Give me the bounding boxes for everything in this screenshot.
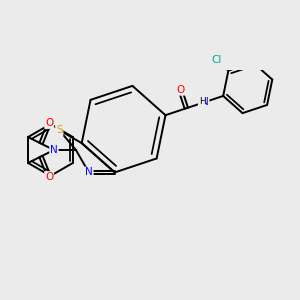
Text: O: O	[45, 118, 53, 128]
Text: S: S	[56, 125, 63, 135]
Text: N: N	[201, 97, 208, 107]
Text: Cl: Cl	[212, 55, 222, 65]
Text: O: O	[45, 172, 53, 182]
Text: H: H	[199, 97, 205, 106]
Text: N: N	[50, 145, 58, 155]
Text: O: O	[176, 85, 184, 95]
Text: N: N	[85, 167, 93, 177]
